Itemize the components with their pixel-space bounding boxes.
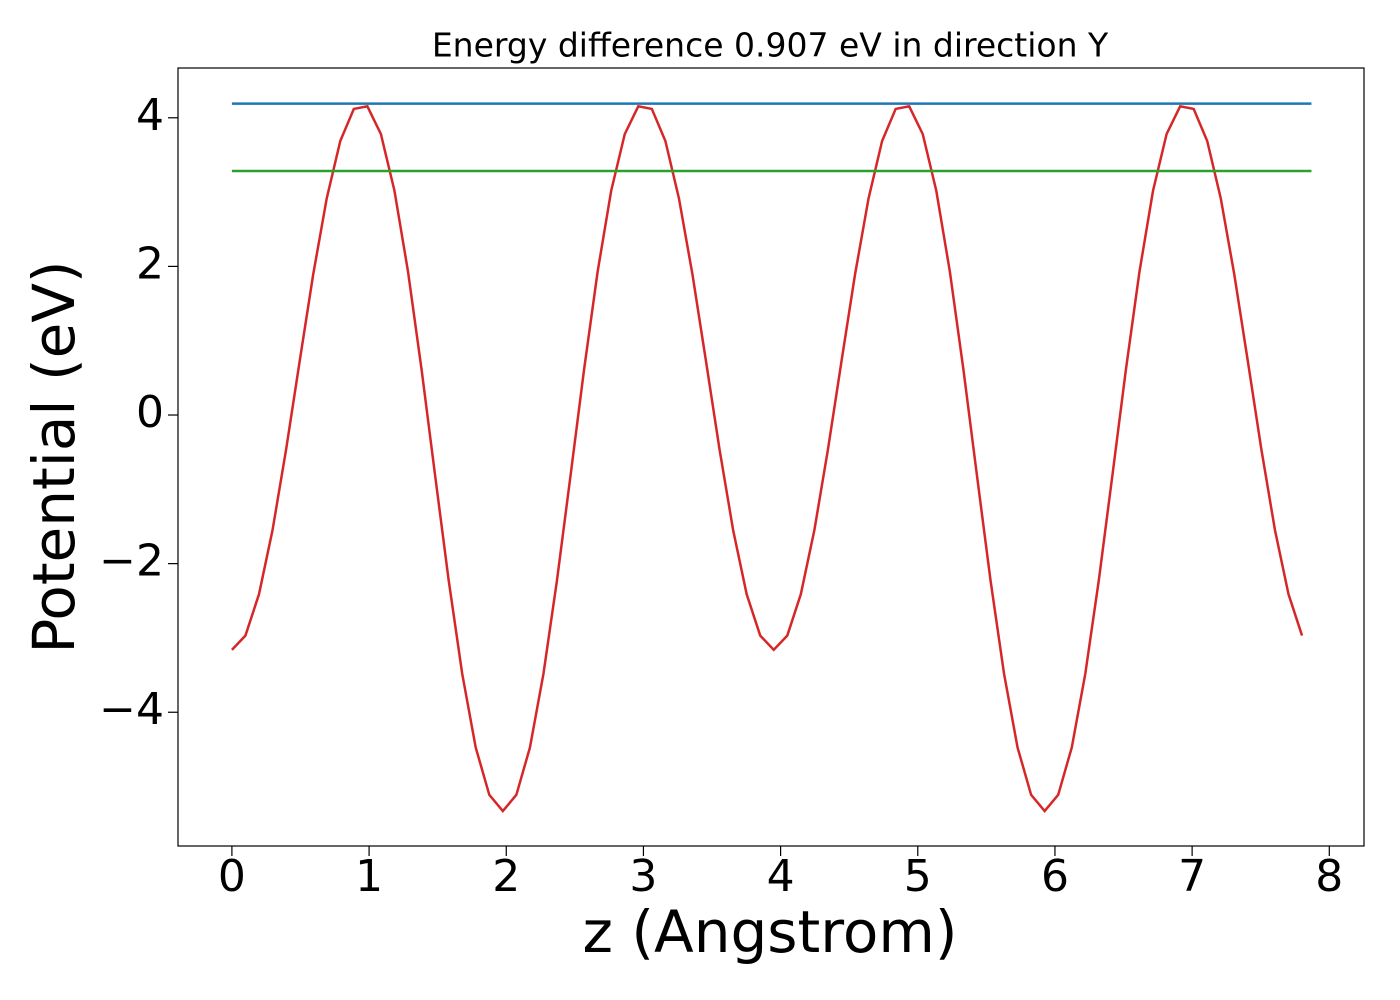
- x-axis-label: z (Angstrom): [583, 898, 958, 966]
- x-tick-label: 5: [904, 851, 932, 902]
- x-tick-label: 6: [1041, 851, 1069, 902]
- y-tick-label: −4: [99, 684, 164, 735]
- y-tick-label: −2: [99, 536, 164, 587]
- x-tick-label: 7: [1178, 851, 1206, 902]
- plot-frame: [177, 67, 1365, 847]
- chart-title: Energy difference 0.907 eV in direction …: [432, 26, 1109, 65]
- y-axis-label: Potential (eV): [20, 260, 88, 653]
- x-tick-label: 3: [629, 851, 657, 902]
- x-tick-label: 4: [767, 851, 795, 902]
- x-tick-label: 1: [355, 851, 383, 902]
- y-tick-label: 2: [136, 238, 164, 289]
- x-tick-label: 8: [1315, 851, 1343, 902]
- line-series: [231, 104, 1304, 814]
- y-tick-label: 4: [136, 90, 164, 141]
- y-tick-label: 0: [136, 387, 164, 438]
- x-tick-label: 2: [492, 851, 520, 902]
- x-tick-label: 0: [218, 851, 246, 902]
